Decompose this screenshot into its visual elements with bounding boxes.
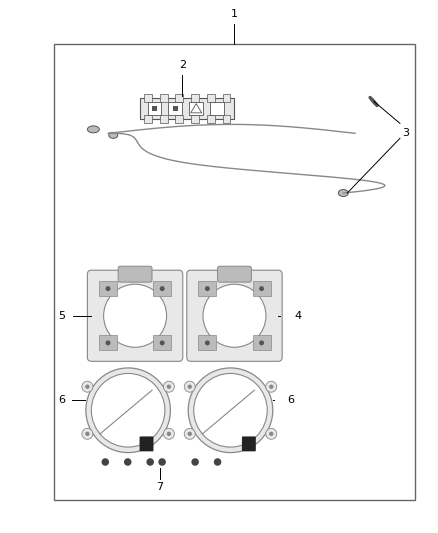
Bar (168, 101, 182, 116)
Circle shape (214, 458, 221, 466)
Circle shape (167, 432, 171, 436)
Text: 6: 6 (59, 395, 66, 405)
Circle shape (266, 381, 277, 392)
Circle shape (269, 432, 273, 436)
Text: 1: 1 (231, 9, 238, 19)
Circle shape (85, 432, 90, 436)
Bar (191, 94, 199, 101)
Bar (210, 101, 224, 116)
Bar (152, 106, 157, 111)
Circle shape (92, 374, 165, 447)
Circle shape (82, 429, 93, 439)
Bar (223, 116, 230, 124)
Ellipse shape (88, 126, 99, 133)
Text: 6: 6 (287, 395, 294, 405)
Bar (176, 116, 184, 124)
Circle shape (167, 384, 171, 389)
Circle shape (160, 286, 165, 291)
Bar (140, 98, 234, 119)
Text: 3: 3 (402, 128, 409, 139)
Circle shape (205, 286, 210, 291)
Text: 2: 2 (179, 60, 186, 70)
Circle shape (85, 384, 90, 389)
Circle shape (82, 381, 93, 392)
Circle shape (146, 458, 154, 466)
Circle shape (191, 458, 199, 466)
Circle shape (106, 341, 110, 345)
Bar (160, 94, 168, 101)
FancyBboxPatch shape (187, 270, 282, 361)
FancyBboxPatch shape (242, 437, 256, 451)
FancyBboxPatch shape (198, 335, 216, 350)
FancyBboxPatch shape (118, 266, 152, 282)
Circle shape (104, 284, 166, 348)
Bar (173, 106, 178, 111)
Circle shape (187, 384, 192, 389)
Circle shape (194, 374, 267, 447)
FancyBboxPatch shape (153, 281, 171, 296)
Bar (189, 101, 203, 116)
Circle shape (188, 368, 273, 453)
Text: 7: 7 (156, 482, 163, 492)
Bar (144, 116, 152, 124)
Bar (191, 116, 199, 124)
Circle shape (184, 381, 195, 392)
Circle shape (159, 458, 166, 466)
Circle shape (102, 458, 109, 466)
Bar (223, 94, 230, 101)
Circle shape (259, 341, 264, 345)
Circle shape (187, 432, 192, 436)
Circle shape (184, 429, 195, 439)
Circle shape (124, 458, 131, 466)
Text: 5: 5 (59, 311, 66, 321)
Circle shape (203, 284, 266, 348)
Circle shape (86, 368, 170, 453)
FancyBboxPatch shape (140, 437, 153, 451)
Circle shape (106, 286, 110, 291)
Circle shape (266, 429, 277, 439)
FancyBboxPatch shape (218, 266, 251, 282)
Circle shape (269, 384, 273, 389)
Bar (207, 116, 215, 124)
FancyBboxPatch shape (99, 335, 117, 350)
Circle shape (163, 381, 174, 392)
Circle shape (160, 341, 165, 345)
Bar (53, 44, 415, 500)
FancyBboxPatch shape (99, 281, 117, 296)
Bar (144, 94, 152, 101)
Circle shape (163, 429, 174, 439)
FancyBboxPatch shape (253, 281, 271, 296)
Circle shape (205, 341, 210, 345)
Circle shape (259, 286, 264, 291)
FancyBboxPatch shape (88, 270, 183, 361)
FancyBboxPatch shape (253, 335, 271, 350)
Bar (160, 116, 168, 124)
Bar (207, 94, 215, 101)
Bar (148, 101, 162, 116)
Ellipse shape (338, 190, 348, 197)
Text: 4: 4 (294, 311, 301, 321)
Bar (176, 94, 184, 101)
Ellipse shape (109, 132, 118, 138)
FancyBboxPatch shape (198, 281, 216, 296)
FancyBboxPatch shape (153, 335, 171, 350)
